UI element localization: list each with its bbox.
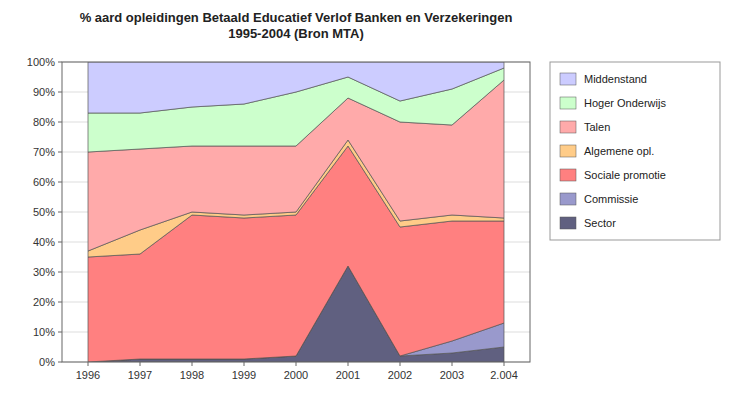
legend-swatch (560, 121, 576, 133)
area (88, 62, 504, 113)
x-tick-label: 2.004 (490, 369, 518, 381)
legend-swatch (560, 145, 576, 157)
y-tick (58, 152, 62, 153)
legend-label: Algemene opl. (584, 145, 654, 157)
x-tick (296, 362, 297, 366)
y-axis: 0% 10% 20% 30% 40% 50% 60% 70% 80% 90% 100% (27, 56, 62, 368)
y-tick (58, 242, 62, 243)
title: % aard opleidingen Betaald Educatief Ver… (80, 10, 513, 41)
x-tick (88, 362, 89, 366)
x-tick-label: 2000 (284, 369, 308, 381)
y-tick (58, 182, 62, 183)
y-tick-label: 50% (33, 206, 55, 218)
legend-swatch (560, 97, 576, 109)
x-tick (192, 362, 193, 366)
y-tick-label: 90% (33, 86, 55, 98)
y-tick (58, 272, 62, 273)
y-tick-label: 70% (33, 146, 55, 158)
legend-label: Commissie (584, 193, 638, 205)
legend-swatch (560, 73, 576, 85)
x-axis: 1996 1997 1998 1999 2000 2001 2002 2003 2.004 (76, 362, 518, 381)
grid (62, 62, 530, 362)
legend-swatch (560, 169, 576, 181)
plot-frame (62, 62, 530, 362)
y-tick (58, 302, 62, 303)
y-tick (58, 332, 62, 333)
title-line: 1995-2004 (Bron MTA) (228, 26, 364, 41)
y-tick-label: 0% (39, 356, 55, 368)
title-line: % aard opleidingen Betaald Educatief Ver… (80, 10, 513, 25)
x-tick (140, 362, 141, 366)
legend-label: Talen (584, 121, 610, 133)
legend-label: Sociale promotie (584, 169, 666, 181)
legend-label: Hoger Onderwijs (584, 97, 666, 109)
y-tick-label: 80% (33, 116, 55, 128)
y-tick (58, 122, 62, 123)
x-tick-label: 2003 (440, 369, 464, 381)
chart: % aard opleidingen Betaald Educatief Ver… (0, 0, 729, 405)
legend-swatch (560, 193, 576, 205)
y-tick (58, 62, 62, 63)
y-tick-label: 10% (33, 326, 55, 338)
x-tick (348, 362, 349, 366)
legend-box (550, 62, 720, 240)
x-tick (452, 362, 453, 366)
x-tick-label: 2001 (336, 369, 360, 381)
y-tick-label: 60% (33, 176, 55, 188)
x-tick (244, 362, 245, 366)
x-tick-label: 1997 (128, 369, 152, 381)
legend-label: Middenstand (584, 73, 647, 85)
x-tick-label: 1999 (232, 369, 256, 381)
x-tick-label: 1996 (76, 369, 100, 381)
y-tick-label: 30% (33, 266, 55, 278)
legend-swatch (560, 217, 576, 229)
y-tick (58, 92, 62, 93)
y-tick-label: 40% (33, 236, 55, 248)
y-tick (58, 212, 62, 213)
x-tick-label: 2002 (388, 369, 412, 381)
x-tick-label: 1998 (180, 369, 204, 381)
y-tick-label: 20% (33, 296, 55, 308)
x-tick (504, 362, 505, 366)
legend: Middenstand Hoger Onderwijs Talen Algemene … (550, 62, 720, 240)
y-tick-label: 100% (27, 56, 55, 68)
areas (88, 62, 504, 362)
legend-label: Sector (584, 217, 616, 229)
y-tick (58, 362, 62, 363)
x-tick (400, 362, 401, 366)
